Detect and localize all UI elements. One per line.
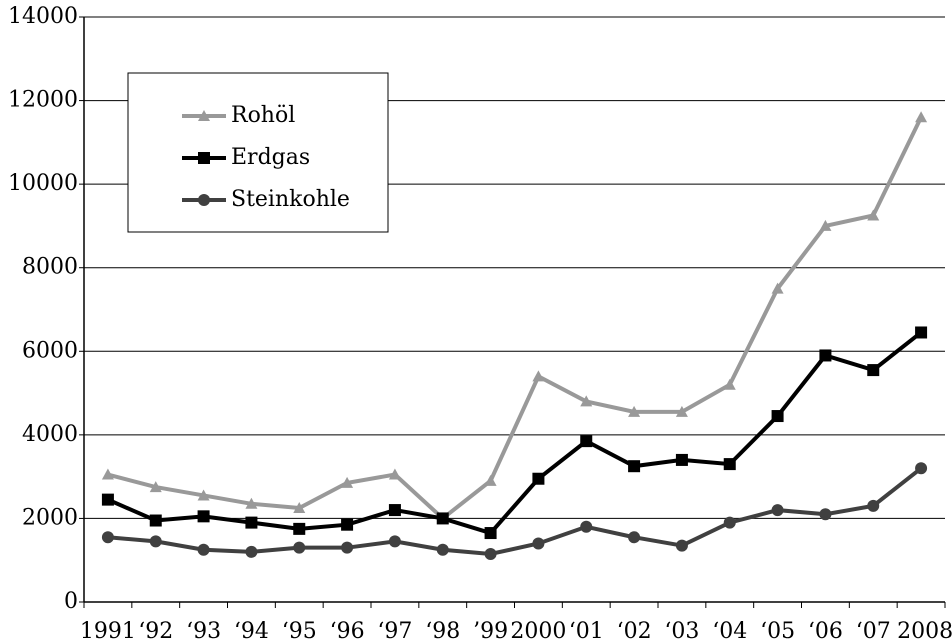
x-tick-label: ’99 [473, 619, 508, 644]
x-tick-label: ‘94 [234, 619, 269, 644]
x-tick-label: ‘06 [808, 619, 843, 644]
x-tick-label: ‘04 [712, 619, 747, 644]
y-tick-label: 8000 [22, 255, 78, 280]
marker [388, 535, 401, 548]
marker [341, 476, 354, 488]
marker [149, 514, 162, 527]
marker [675, 453, 688, 466]
x-tick-label: 1991 [80, 619, 136, 644]
x-tick-label: ‘98 [425, 619, 460, 644]
marker [675, 405, 688, 417]
marker [388, 468, 401, 480]
marker [388, 504, 401, 517]
x-tick-label: ‘92 [138, 619, 173, 644]
marker [197, 510, 210, 523]
marker [723, 516, 736, 529]
marker [628, 460, 641, 473]
marker [915, 326, 928, 339]
x-tick-label: ‘95 [282, 619, 317, 644]
marker [819, 349, 832, 362]
marker [771, 282, 784, 294]
marker [245, 497, 258, 509]
marker [675, 539, 688, 552]
marker [484, 474, 497, 486]
marker [101, 468, 114, 480]
x-tick-label: ‘03 [664, 619, 699, 644]
marker [197, 489, 210, 501]
marker [101, 493, 114, 506]
marker [149, 535, 162, 548]
y-tick-label: 6000 [22, 338, 78, 363]
marker [341, 541, 354, 554]
x-tick-label: 2008 [897, 619, 952, 644]
x-tick-label: ‘05 [760, 619, 795, 644]
x-tick-label: ‘07 [856, 619, 891, 644]
y-tick-label: 2000 [22, 505, 78, 530]
marker [532, 537, 545, 550]
marker [198, 152, 210, 164]
marker [198, 110, 210, 121]
x-tick-label: ‘97 [377, 619, 412, 644]
marker [245, 545, 258, 558]
y-tick-label: 0 [64, 589, 78, 614]
x-tick-label: ‘93 [186, 619, 221, 644]
series-line [107, 116, 923, 522]
x-tick-label: ‘96 [330, 619, 365, 644]
marker [867, 364, 880, 377]
marker [436, 543, 449, 556]
marker [723, 378, 736, 390]
marker [293, 541, 306, 554]
x-tick-label: ‘01 [569, 619, 604, 644]
marker [771, 410, 784, 423]
series-line [107, 466, 923, 556]
marker [771, 504, 784, 517]
marker [436, 512, 449, 525]
marker [819, 508, 832, 521]
y-tick-label: 14000 [8, 4, 78, 29]
marker [532, 370, 545, 382]
marker [341, 518, 354, 531]
marker [293, 522, 306, 535]
legend-label: Steinkohle [231, 187, 350, 212]
marker [484, 527, 497, 540]
series-line [107, 330, 923, 536]
x-tick-label: 2000 [510, 619, 566, 644]
legend-label: Rohöl [231, 103, 295, 128]
y-tick-label: 4000 [22, 422, 78, 447]
marker [580, 520, 593, 533]
marker [867, 209, 880, 221]
marker [101, 531, 114, 544]
marker [628, 531, 641, 544]
legend-box [127, 72, 389, 233]
marker [484, 547, 497, 560]
marker [149, 481, 162, 493]
y-tick-label: 10000 [8, 171, 78, 196]
marker [532, 472, 545, 485]
marker [197, 543, 210, 556]
marker [867, 499, 880, 512]
marker [628, 405, 641, 417]
marker [915, 462, 928, 475]
marker [915, 111, 928, 123]
y-tick-label: 12000 [8, 88, 78, 113]
marker [245, 516, 258, 529]
marker [580, 395, 593, 407]
marker [293, 501, 306, 513]
marker [819, 219, 832, 231]
x-tick-label: ‘02 [617, 619, 652, 644]
marker [198, 194, 210, 206]
marker [580, 435, 593, 448]
legend-label: Erdgas [231, 145, 310, 170]
marker [723, 458, 736, 471]
